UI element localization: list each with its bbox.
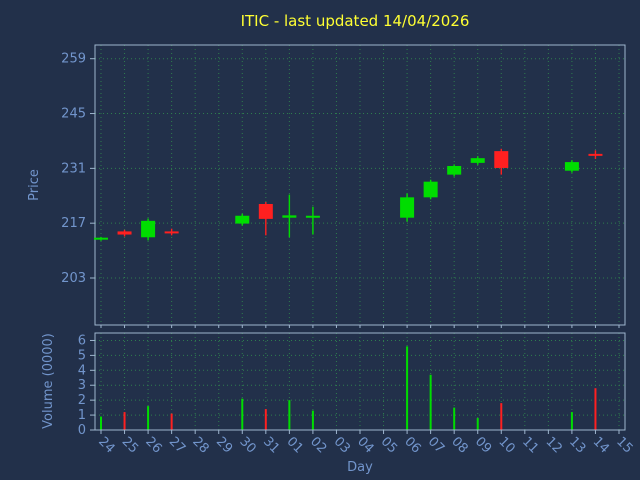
candle-body (588, 153, 603, 156)
volume-tick-label: 4 (78, 363, 86, 378)
chart-title: ITIC - last updated 14/04/2026 (241, 12, 470, 30)
candle-body (235, 215, 250, 224)
candle-body (305, 215, 320, 218)
volume-bars (100, 346, 597, 430)
candle-body (400, 197, 415, 218)
volume-tick-label: 6 (78, 333, 86, 348)
candles (94, 148, 603, 241)
candle-body (494, 151, 509, 168)
candle-body (447, 166, 462, 175)
candle-body (164, 231, 179, 234)
price-tick-label: 259 (61, 52, 86, 67)
candle-body (117, 231, 132, 235)
candle-body (94, 237, 108, 240)
candle-body (423, 181, 438, 198)
price-tick-label: 245 (61, 107, 86, 122)
candle-body (258, 203, 273, 219)
volume-axis-label: Volume (0000) (41, 333, 56, 429)
price-tick-label: 203 (61, 271, 86, 286)
volume-tick-label: 3 (78, 378, 86, 393)
volume-tick-label: 1 (78, 408, 86, 423)
volume-tick-label: 2 (78, 393, 86, 408)
tick-marks (90, 58, 620, 434)
candle-body (564, 162, 579, 171)
volume-tick-label: 5 (78, 348, 86, 363)
volume-tick-label: 0 (78, 423, 86, 438)
price-tick-label: 231 (61, 161, 86, 176)
price-axis-label: Price (27, 169, 42, 201)
candle-body (470, 158, 485, 163)
candle-body (141, 220, 156, 238)
day-axis-label: Day (347, 460, 373, 475)
price-tick-label: 217 (61, 216, 86, 231)
candle-body (282, 215, 297, 218)
